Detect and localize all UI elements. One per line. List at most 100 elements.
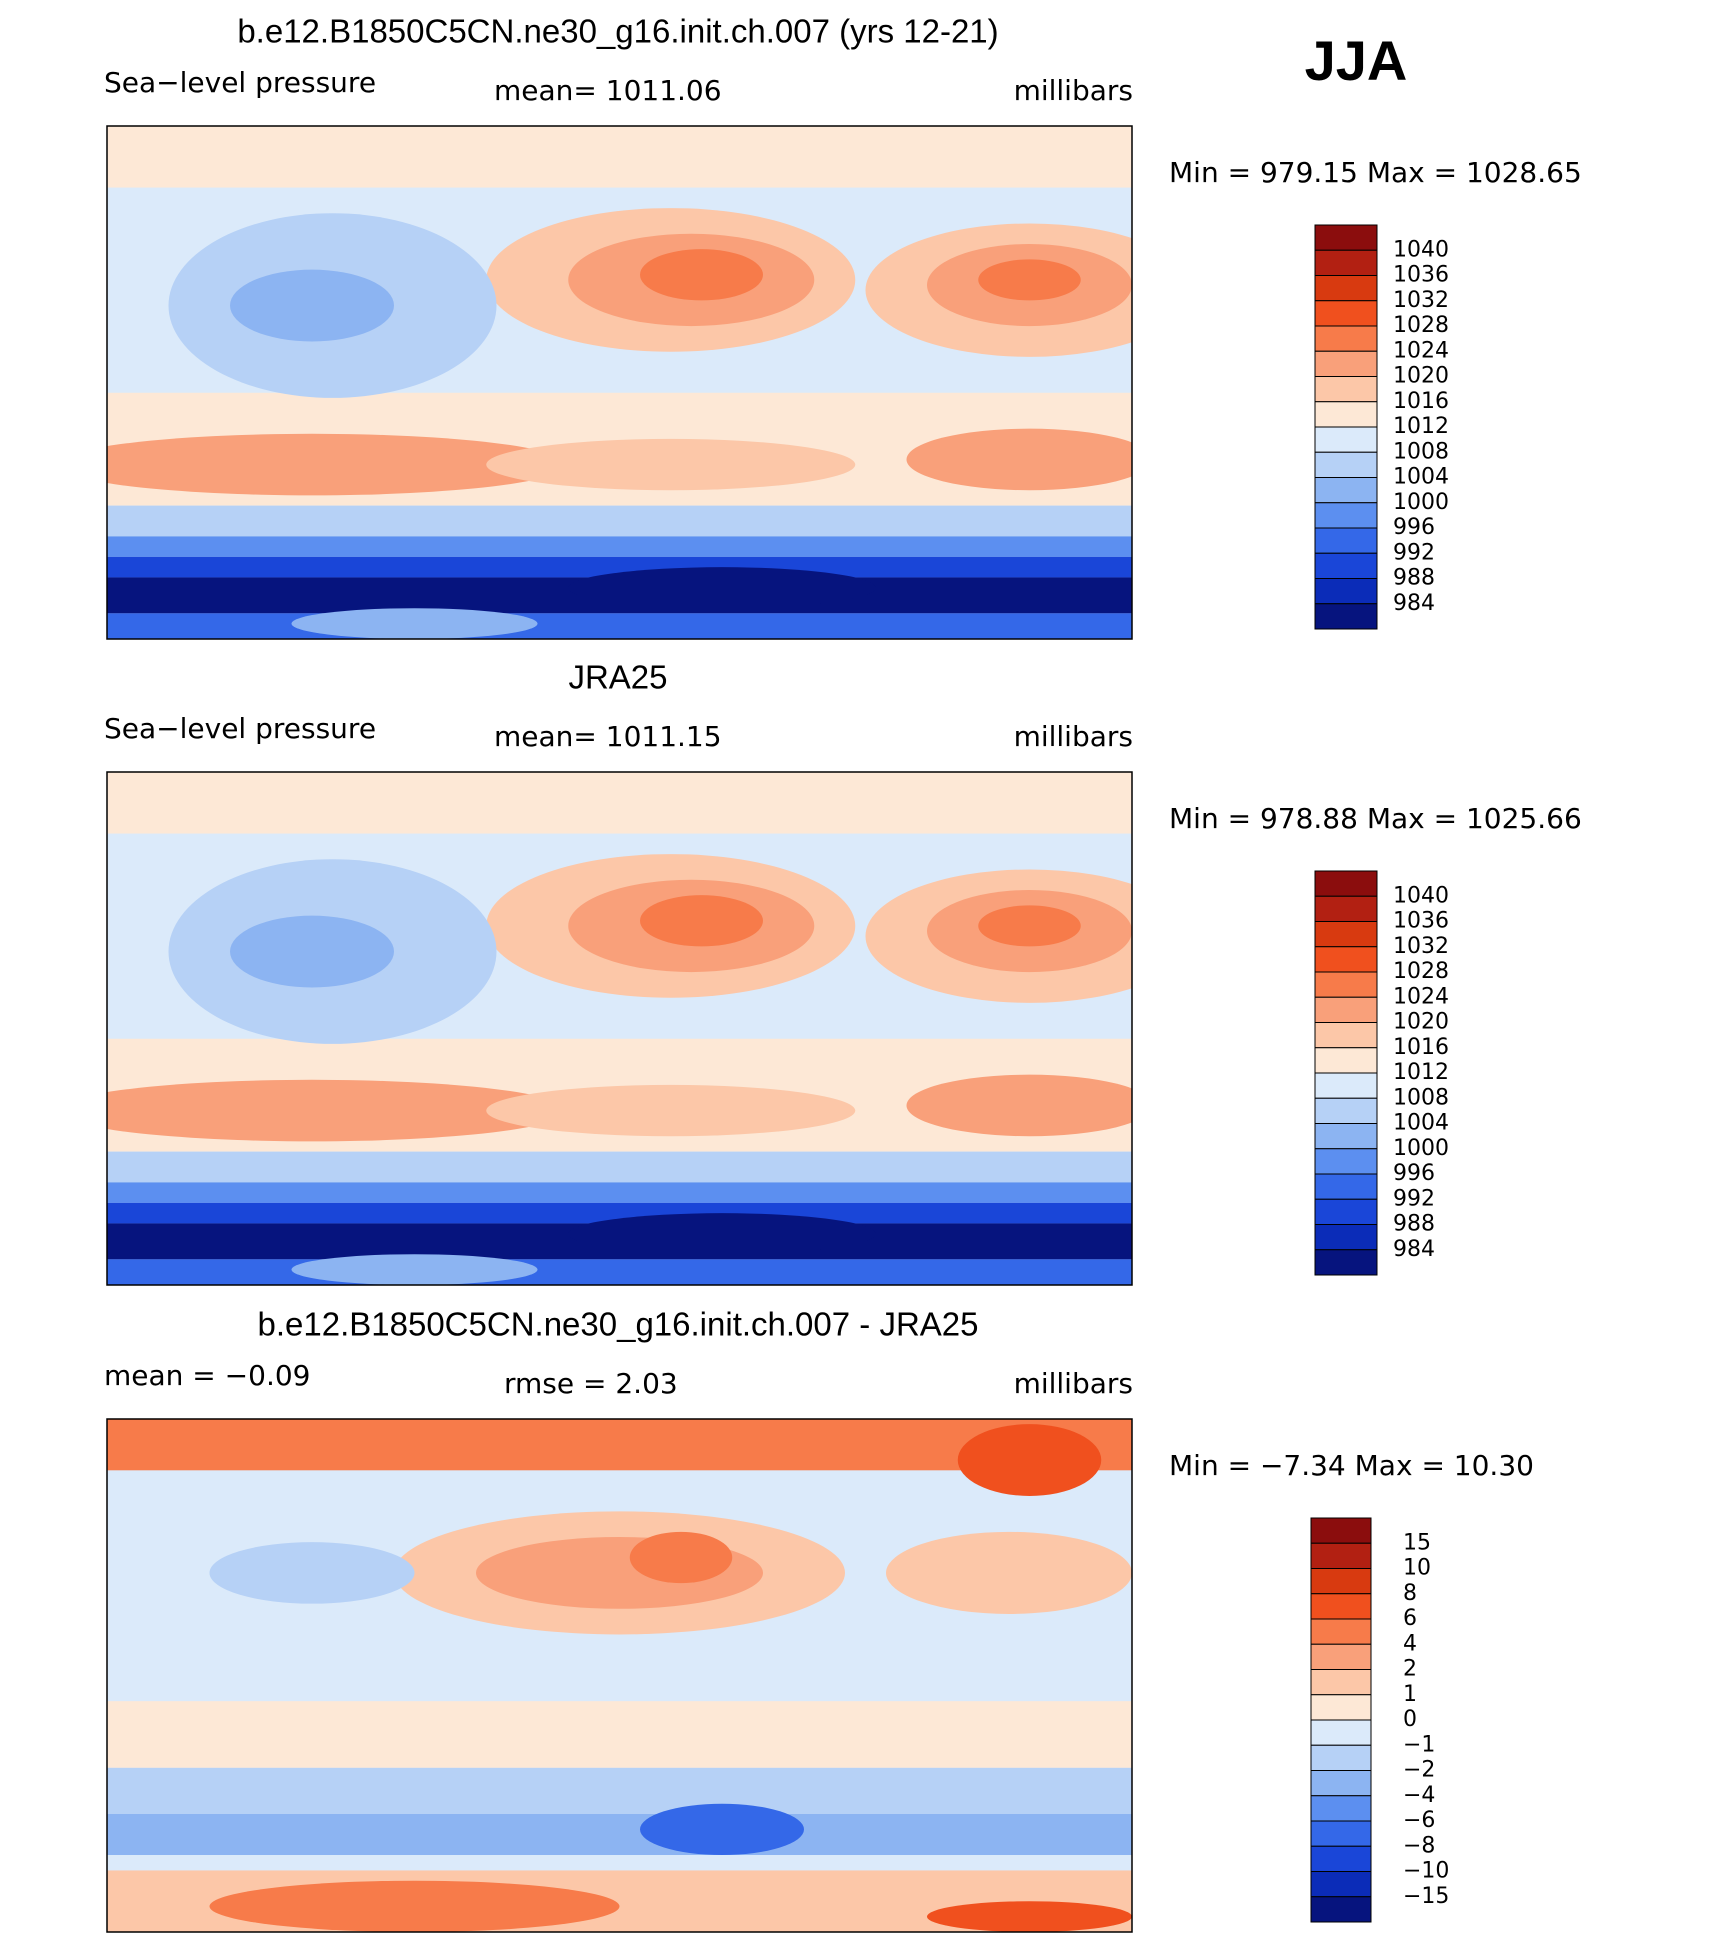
colorbar-label: 1016 — [1393, 389, 1449, 414]
colorbar-box — [1310, 1820, 1372, 1847]
min-max: Min = 979.15 Max = 1028.65 — [1169, 156, 1582, 189]
contour — [640, 1803, 804, 1856]
contour — [927, 1901, 1132, 1932]
colorbar-label: 1016 — [1393, 1035, 1449, 1060]
colorbar-label: 1032 — [1393, 288, 1449, 313]
contour — [209, 1542, 415, 1604]
colorbar-label: 996 — [1393, 1161, 1435, 1186]
contour — [640, 895, 763, 947]
colorbar-box — [1314, 401, 1378, 428]
contour-band — [107, 1767, 1132, 1815]
contour — [107, 433, 569, 496]
colorbar-label: 1036 — [1393, 909, 1449, 934]
colorbar-box — [1314, 527, 1378, 554]
colorbar-label: 984 — [1393, 1237, 1435, 1262]
colorbar-box — [1314, 376, 1378, 403]
colorbar-box — [1314, 1047, 1378, 1074]
contour — [486, 438, 856, 491]
colorbar-box — [1314, 921, 1378, 948]
colorbar-label: 1020 — [1393, 364, 1449, 389]
colorbar-label: 1028 — [1393, 313, 1449, 338]
colorbar-box — [1314, 1224, 1378, 1251]
contour — [230, 915, 394, 988]
contour — [230, 269, 394, 342]
colorbar-box — [1314, 971, 1378, 998]
colorbar-box — [1314, 451, 1378, 478]
colorbar-box — [1314, 946, 1378, 973]
colorbar-box — [1314, 603, 1378, 630]
map-frame — [106, 771, 1133, 1286]
colorbar-label: 1020 — [1393, 1010, 1449, 1035]
map-frame — [106, 125, 1133, 640]
colorbar-label: 6 — [1403, 1606, 1417, 1631]
colorbar-box — [1310, 1517, 1372, 1544]
colorbar-label: −8 — [1403, 1833, 1435, 1858]
colorbar-box — [1314, 1097, 1378, 1124]
colorbar-label: 1008 — [1393, 1085, 1449, 1110]
colorbar-box — [1314, 895, 1378, 922]
colorbar-box — [1314, 1198, 1378, 1225]
colorbar-label: 4 — [1403, 1631, 1417, 1656]
colorbar-box — [1314, 552, 1378, 579]
colorbar-label: 1040 — [1393, 883, 1449, 908]
min-max: Min = −7.34 Max = 10.30 — [1169, 1449, 1534, 1482]
left-label: mean = −0.09 — [104, 1359, 310, 1392]
contour-band — [107, 772, 1132, 834]
colorbar-label: 988 — [1393, 1212, 1435, 1237]
colorbar-box — [1310, 1770, 1372, 1797]
colorbar-label: 1024 — [1393, 338, 1449, 363]
colorbar-box — [1310, 1568, 1372, 1595]
colorbar-label: 1040 — [1393, 237, 1449, 262]
center-label: mean= 1011.06 — [494, 74, 722, 107]
colorbar-label: −6 — [1403, 1808, 1435, 1833]
colorbar-label: 992 — [1393, 540, 1435, 565]
colorbar-label: −4 — [1403, 1783, 1435, 1808]
colorbar-box — [1314, 1022, 1378, 1049]
colorbar-box — [1310, 1694, 1372, 1721]
colorbar-label: 1012 — [1393, 414, 1449, 439]
contour-band — [107, 505, 1132, 537]
min-max: Min = 978.88 Max = 1025.66 — [1169, 802, 1582, 835]
panel-title: JRA25 — [568, 659, 667, 696]
colorbar-box — [1314, 426, 1378, 453]
contour-band — [107, 1151, 1132, 1183]
colorbar-box — [1314, 224, 1378, 251]
map-field — [107, 1419, 1132, 1932]
colorbar-label: 10 — [1403, 1556, 1431, 1581]
colorbar-label: 1000 — [1393, 490, 1449, 515]
colorbar-box — [1310, 1896, 1372, 1923]
colorbar-label: 15 — [1403, 1530, 1431, 1555]
colorbar-box — [1314, 275, 1378, 302]
colorbar-box — [1310, 1845, 1372, 1872]
contour — [978, 259, 1081, 301]
contour — [568, 1213, 876, 1255]
contour — [906, 1074, 1132, 1137]
colorbar-label: 1008 — [1393, 439, 1449, 464]
panel-title: b.e12.B1850C5CN.ne30_g16.init.ch.007 - J… — [258, 1306, 979, 1343]
contour — [107, 1079, 569, 1142]
colorbar-box — [1310, 1643, 1372, 1670]
left-label: Sea−level pressure — [104, 712, 376, 745]
colorbar-label: 1012 — [1393, 1060, 1449, 1085]
contour — [629, 1531, 733, 1584]
colorbar-label: −10 — [1403, 1859, 1449, 1884]
contour — [291, 608, 538, 639]
center-label: rmse = 2.03 — [504, 1367, 678, 1400]
colorbar-box — [1314, 249, 1378, 276]
colorbar-label: 992 — [1393, 1186, 1435, 1211]
colorbar-box — [1310, 1542, 1372, 1569]
colorbar-label: 8 — [1403, 1581, 1417, 1606]
colorbar-label: 2 — [1403, 1657, 1417, 1682]
contour — [886, 1531, 1132, 1614]
season-label: JJA — [1305, 29, 1408, 92]
colorbar-box — [1314, 350, 1378, 377]
colorbar-box — [1310, 1618, 1372, 1645]
colorbar-label: 1004 — [1393, 1111, 1449, 1136]
colorbar-box — [1314, 1072, 1378, 1099]
center-label: mean= 1011.15 — [494, 720, 722, 753]
colorbar-box — [1314, 870, 1378, 897]
colorbar-box — [1314, 996, 1378, 1023]
units-label: millibars — [1014, 720, 1133, 753]
colorbar-box — [1314, 1123, 1378, 1150]
